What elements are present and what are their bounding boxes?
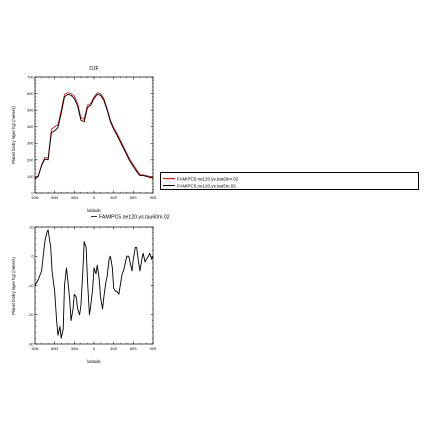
top-series-line-1 (34, 93, 154, 180)
top-x-axis-label: latitude (87, 208, 101, 213)
legend-label-tau60m: FAMIPC5.ne120.ys.tau60m.02 (177, 176, 239, 182)
top-x-tick-label: 0 (93, 196, 95, 200)
bottom-x-tick-label: 60S (130, 347, 137, 351)
bottom-x-tick-label: 30N (71, 347, 78, 351)
bottom-y-tick-label: -10 (28, 284, 34, 288)
top-y-tick-label: 400 (27, 125, 33, 129)
bottom-legend-label: FAMIPC5.ne120.ys.tau60m.02 (99, 215, 170, 221)
bottom-x-tick-label: 30S (110, 347, 117, 351)
bottom-x-tick-label: 90S (150, 347, 157, 351)
bottom-series-lines (34, 229, 154, 339)
top-y-tick-label: 600 (27, 92, 33, 96)
bottom-x-tick-label: 0 (93, 347, 95, 351)
top-plot-frame (34, 76, 154, 194)
bottom-y-tick-label: 10 (29, 225, 33, 229)
top-series-line-0 (34, 92, 154, 179)
top-y-tick-label: 0 (31, 191, 33, 195)
bottom-panel: latitude Planet bndry layer hgt (meters)… (11, 215, 170, 365)
bottom-series-line-0 (34, 229, 154, 339)
top-chart-title: DJF (89, 66, 98, 72)
top-x-tick-label: 60S (130, 196, 137, 200)
top-panel: DJF latitude Planet bndry layer hgt (met… (11, 66, 157, 213)
top-y-axis-label: Planet bndry layer hgt (meters) (11, 106, 16, 164)
top-y-tick-label: 300 (27, 142, 33, 146)
top-y-tick-label: 200 (27, 158, 33, 162)
legend-swatch-red (163, 178, 175, 180)
top-x-tick-label: 90S (150, 196, 157, 200)
bottom-x-tick-label: 60N (51, 347, 58, 351)
bottom-ticks: 90N 60N 30N 0 30S 60S 90S -30 -20 -10 0 10 (28, 225, 157, 351)
legend-label-tau5m: FAMIPC5.ne120.ys.tau5m.02 (177, 183, 236, 189)
top-x-tick-label: 60N (51, 196, 58, 200)
bottom-x-tick-label: 90N (32, 347, 39, 351)
top-y-tick-label: 700 (27, 75, 33, 79)
top-x-tick-label: 30S (110, 196, 117, 200)
top-y-tick-label: 100 (27, 175, 33, 179)
bottom-y-tick-label: -20 (28, 313, 34, 317)
bottom-x-axis-label: latitude (87, 359, 101, 364)
bottom-plot-frame (34, 226, 154, 345)
legend-item-tau5m: FAMIPC5.ne120.ys.tau5m.02 (163, 182, 236, 189)
bottom-y-tick-label: -30 (28, 342, 34, 346)
top-legend: FAMIPC5.ne120.ys.tau60m.02 FAMIPC5.ne120… (160, 172, 419, 190)
top-x-tick-label: 30N (71, 196, 78, 200)
top-y-tick-label: 500 (27, 109, 33, 113)
legend-swatch-black (163, 185, 175, 187)
bottom-y-axis-label: Planet bndry layer hgt (meters) (11, 257, 16, 315)
top-x-tick-label: 90N (32, 196, 39, 200)
top-ticks: 90N 60N 30N 0 30S 60S 90S 0 100 200 300 400 500 600 70… (27, 75, 157, 200)
legend-item-tau60m: FAMIPC5.ne120.ys.tau60m.02 (163, 175, 238, 182)
bottom-y-tick-label: 0 (31, 255, 33, 259)
top-series-lines (34, 92, 154, 180)
